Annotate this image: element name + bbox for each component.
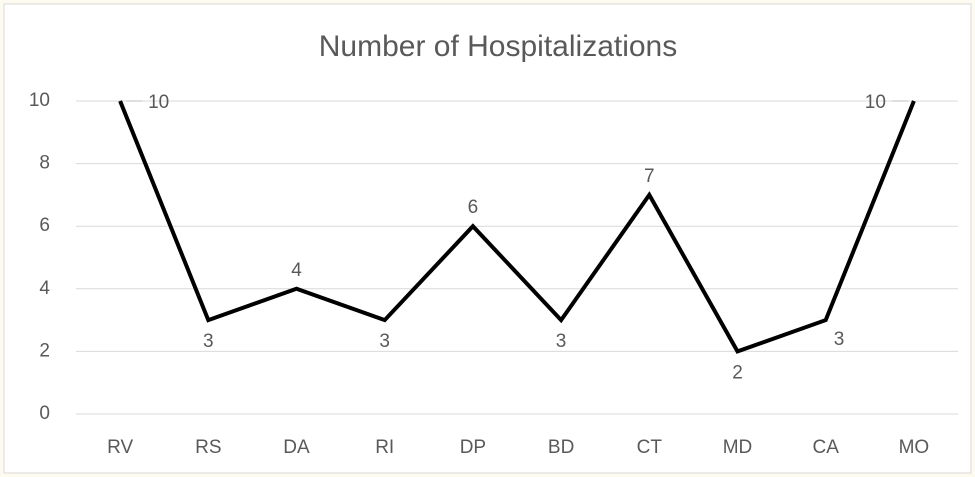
data-label: 3	[834, 329, 845, 350]
chart-title: Number of Hospitalizations	[319, 30, 678, 63]
data-label: 3	[203, 331, 214, 352]
x-tick-label: MO	[899, 437, 930, 458]
x-tick-label: RS	[195, 437, 221, 458]
y-tick-label: 2	[39, 340, 50, 361]
data-label: 3	[556, 331, 567, 352]
y-tick-label: 8	[39, 153, 50, 174]
x-tick-label: RI	[375, 437, 394, 458]
data-label: 10	[865, 92, 886, 113]
x-tick-label: MD	[723, 437, 753, 458]
data-label: 4	[291, 260, 302, 281]
data-label: 3	[379, 331, 390, 352]
y-tick-label: 6	[39, 215, 50, 236]
x-tick-label: DA	[283, 437, 310, 458]
x-tick-label: BD	[548, 437, 574, 458]
x-tick-label: CA	[812, 437, 839, 458]
data-label: 2	[732, 362, 743, 383]
y-tick-label: 4	[39, 278, 50, 299]
data-label: 10	[148, 92, 169, 113]
data-line	[118, 100, 916, 354]
x-tick-label: CT	[637, 437, 663, 458]
y-tick-label: 10	[29, 90, 50, 111]
y-tick-label: 0	[39, 403, 50, 424]
data-label: 6	[468, 197, 479, 218]
x-tick-label: RV	[107, 437, 133, 458]
chart-area	[3, 3, 972, 474]
x-tick-label: DP	[460, 437, 486, 458]
data-label: 7	[644, 166, 655, 187]
